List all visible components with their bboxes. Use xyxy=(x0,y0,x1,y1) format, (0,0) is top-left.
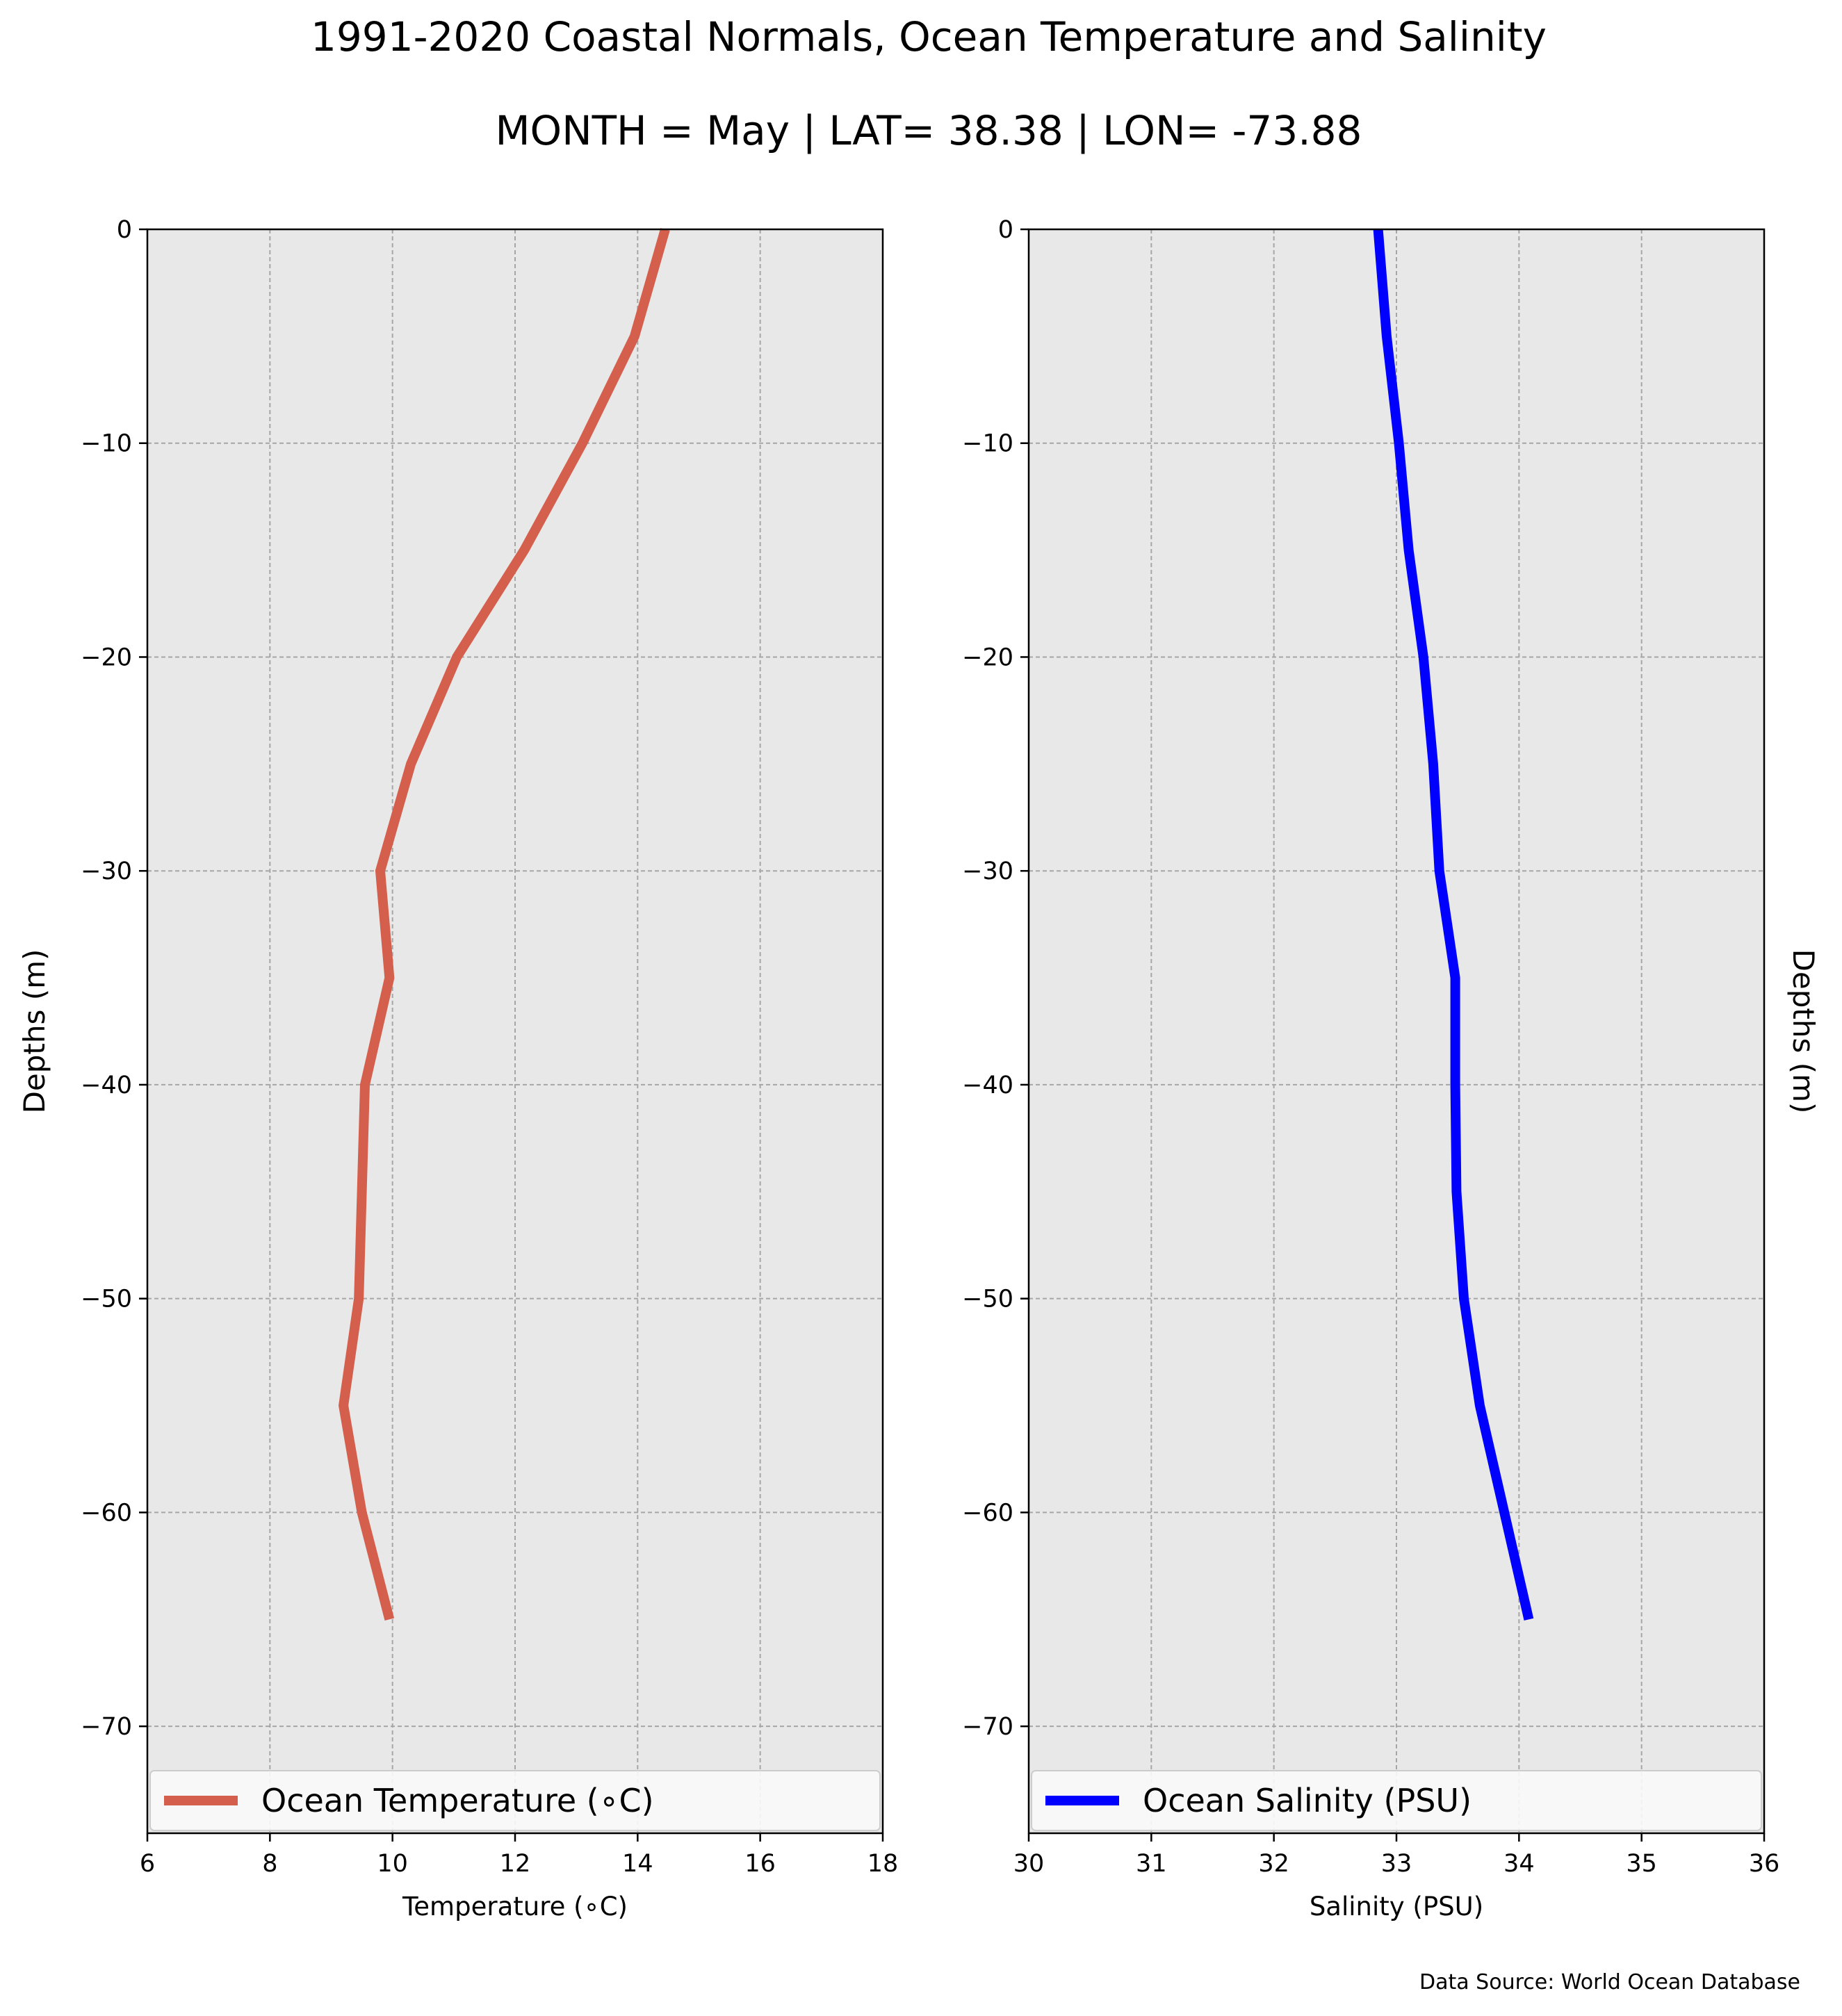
data-point xyxy=(1438,869,1441,872)
legend-frame xyxy=(149,1770,881,1831)
y-tick-label: −60 xyxy=(962,1499,1013,1527)
data-point xyxy=(388,976,391,979)
data-point xyxy=(1398,442,1401,445)
data-point xyxy=(1503,1511,1506,1514)
y-tick-label: 0 xyxy=(117,216,132,244)
x-tick-label: 16 xyxy=(744,1850,776,1878)
data-point xyxy=(364,1083,366,1086)
y-tick-label: −20 xyxy=(81,644,132,671)
y-tick-label: −30 xyxy=(962,858,1013,885)
y-tick-label: −10 xyxy=(962,430,1013,458)
y-tick-label: −70 xyxy=(962,1713,1013,1741)
salinity-panel: Ocean Salinity (PSU) 30 31 32 33 34 35 36 0 −10 −2… xyxy=(962,216,1820,1921)
data-point xyxy=(1527,1618,1530,1621)
x-tick-label: 34 xyxy=(1503,1850,1535,1878)
figure-subtitle: MONTH = May | LAT= 38.38 | LON= -73.88 xyxy=(496,107,1362,154)
data-point xyxy=(1422,655,1425,658)
data-point xyxy=(1432,762,1435,765)
legend-frame xyxy=(1031,1770,1762,1831)
y-tick-label: −40 xyxy=(81,1072,132,1099)
y-tick-label: −40 xyxy=(962,1072,1013,1099)
data-point xyxy=(1478,1404,1481,1407)
x-tick-label: 12 xyxy=(500,1850,531,1878)
data-point xyxy=(633,335,636,338)
data-point xyxy=(361,1511,364,1514)
y-axis-label: Depths (m) xyxy=(17,949,51,1114)
x-tick-label: 36 xyxy=(1749,1850,1780,1878)
y-tick-label: −50 xyxy=(81,1286,132,1313)
data-point xyxy=(379,869,382,872)
x-tick-label: 33 xyxy=(1381,1850,1412,1878)
data-point xyxy=(357,1297,360,1300)
y-tick-label: −10 xyxy=(81,430,132,458)
x-tick-label: 18 xyxy=(867,1850,899,1878)
x-tick-label: 14 xyxy=(622,1850,653,1878)
data-point xyxy=(455,655,458,658)
data-point xyxy=(1462,1297,1465,1300)
x-tick-label: 8 xyxy=(262,1850,277,1878)
data-source-note: Data Source: World Ocean Database xyxy=(1419,1970,1800,1994)
data-point xyxy=(409,762,412,765)
data-point xyxy=(1454,1083,1457,1086)
data-point xyxy=(1385,335,1388,338)
y-tick-label: −20 xyxy=(962,644,1013,671)
legend-label: Ocean Temperature (∘C) xyxy=(261,1782,654,1819)
x-tick-label: 31 xyxy=(1136,1850,1167,1878)
x-axis-label: Salinity (PSU) xyxy=(1310,1892,1483,1921)
data-point xyxy=(523,549,525,552)
x-tick-label: 10 xyxy=(377,1850,408,1878)
x-tick-label: 32 xyxy=(1258,1850,1289,1878)
series-line xyxy=(1373,229,1534,1621)
x-tick-label: 35 xyxy=(1626,1850,1657,1878)
data-point xyxy=(361,1190,364,1193)
figure-title: 1991-2020 Coastal Normals, Ocean Tempera… xyxy=(311,13,1547,60)
y-axis-label: Depths (m) xyxy=(1786,949,1820,1114)
legend-label: Ocean Salinity (PSU) xyxy=(1143,1782,1472,1819)
data-point xyxy=(1455,1190,1458,1193)
y-tick-label: −50 xyxy=(962,1286,1013,1313)
x-axis-label: Temperature (∘C) xyxy=(402,1892,628,1921)
legend: Ocean Salinity (PSU) xyxy=(1031,1770,1762,1831)
y-tick-label: −60 xyxy=(81,1499,132,1527)
data-point xyxy=(388,1618,391,1621)
x-tick-label: 30 xyxy=(1013,1850,1045,1878)
data-point xyxy=(1408,549,1410,552)
legend: Ocean Temperature (∘C) xyxy=(149,1770,881,1831)
temperature-panel: Ocean Temperature (∘C) 6 8 10 12 14 16 18 0 −10 −2… xyxy=(17,216,898,1921)
x-tick-label: 6 xyxy=(140,1850,155,1878)
series-line xyxy=(339,228,670,1621)
data-point xyxy=(342,1404,345,1407)
y-tick-label: 0 xyxy=(998,216,1013,244)
data-point xyxy=(581,442,584,445)
y-tick-label: −30 xyxy=(81,858,132,885)
y-tick-label: −70 xyxy=(81,1713,132,1741)
data-point xyxy=(1454,976,1457,979)
